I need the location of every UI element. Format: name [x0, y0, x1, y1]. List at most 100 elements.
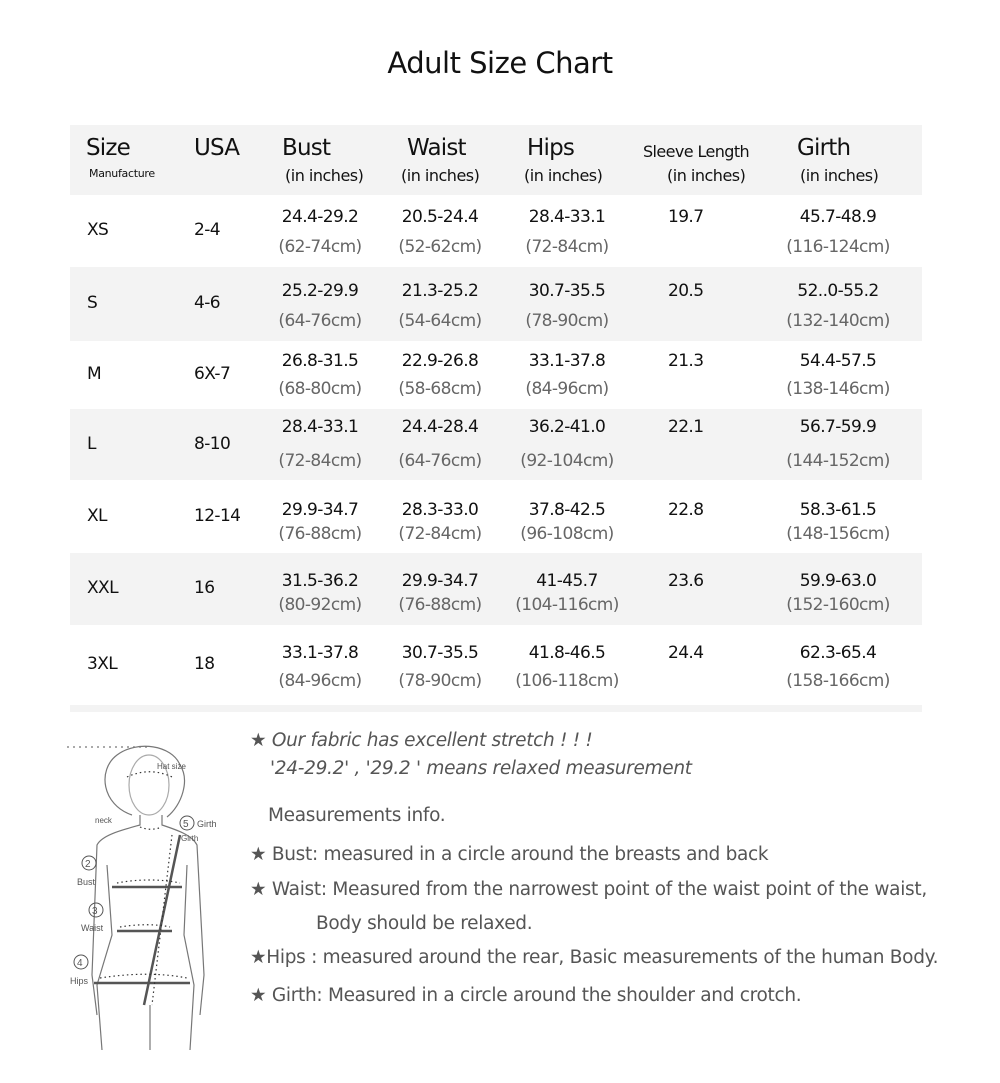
- hips-cm-cell: (84-96cm): [525, 379, 609, 399]
- table-row: 3XL 18 33.1-37.8 (84-96cm) 30.7-35.5 (78-90cm…: [70, 625, 922, 705]
- label-hips-number: 4: [77, 958, 83, 969]
- bust-cm-cell: (62-74cm): [278, 237, 362, 257]
- body-outline-illustration: Hat size neck 5 Girth Girth 2 Bust 3 Wai…: [67, 745, 217, 1051]
- bust-cm-cell: (76-88cm): [278, 524, 362, 544]
- hips-cell: 37.8-42.5: [528, 500, 606, 520]
- waist-cell: 30.7-35.5: [401, 643, 479, 663]
- waist-cm-cell: (64-76cm): [398, 451, 482, 471]
- hips-cm-cell: (92-104cm): [520, 451, 614, 471]
- bust-cm-cell: (80-92cm): [278, 595, 362, 615]
- label-hat-size: Hat size: [157, 762, 186, 771]
- waist-cell: 29.9-34.7: [401, 571, 479, 591]
- table-row: XXL 16 31.5-36.2 (80-92cm) 29.9-34.7 (76-88cm…: [70, 553, 922, 625]
- bust-cell: 24.4-29.2: [281, 207, 359, 227]
- usa-cell: 18: [194, 654, 215, 674]
- sleeve-cell: 21.3: [668, 351, 704, 371]
- sleeve-cell: 23.6: [668, 571, 704, 591]
- waist-cm-cell: (78-90cm): [398, 671, 482, 691]
- hips-cell: 33.1-37.8: [528, 351, 606, 371]
- usa-cell: 6X-7: [194, 364, 231, 384]
- note-girth: ★ Girth: Measured in a circle around the…: [250, 985, 802, 1006]
- note-stretch: ★ Our fabric has excellent stretch ! ! !: [250, 730, 593, 751]
- label-bust-number: 2: [85, 859, 91, 870]
- header-bust-unit: (in inches): [285, 166, 364, 185]
- hips-cell: 30.7-35.5: [528, 281, 606, 301]
- usa-cell: 16: [194, 578, 215, 598]
- girth-cell: 59.9-63.0: [799, 571, 877, 591]
- table-row: XL 12-14 29.9-34.7 (76-88cm) 28.3-33.0 (72-84…: [70, 480, 922, 553]
- header-girth: Girth: [797, 135, 851, 161]
- note-waist: ★ Waist: Measured from the narrowest poi…: [250, 879, 927, 900]
- size-cell: XS: [87, 220, 109, 240]
- waist-cell: 20.5-24.4: [401, 207, 479, 227]
- girth-cm-cell: (116-124cm): [786, 237, 890, 257]
- label-girth: Girth: [197, 819, 217, 829]
- girth-cm-cell: (148-156cm): [786, 524, 890, 544]
- label-waist: Waist: [81, 923, 104, 933]
- note-measurements-info: Measurements info.: [268, 805, 446, 826]
- header-girth-unit: (in inches): [800, 166, 879, 185]
- bust-cm-cell: (72-84cm): [278, 451, 362, 471]
- bust-cm-cell: (84-96cm): [278, 671, 362, 691]
- header-bust: Bust: [282, 135, 331, 161]
- bust-cell: 28.4-33.1: [281, 417, 359, 437]
- hips-cell: 28.4-33.1: [528, 207, 606, 227]
- hips-cm-cell: (72-84cm): [525, 237, 609, 257]
- note-waist-2: Body should be relaxed.: [316, 913, 533, 934]
- bust-cell: 29.9-34.7: [281, 500, 359, 520]
- label-neck: neck: [95, 816, 113, 825]
- sleeve-cell: 20.5: [668, 281, 704, 301]
- header-hips: Hips: [527, 135, 575, 161]
- bust-cell: 31.5-36.2: [281, 571, 359, 591]
- bust-cell: 26.8-31.5: [281, 351, 359, 371]
- header-waist-unit: (in inches): [401, 166, 480, 185]
- girth-cm-cell: (132-140cm): [786, 311, 890, 331]
- header-sleeve-unit: (in inches): [667, 166, 746, 185]
- waist-cm-cell: (52-62cm): [398, 237, 482, 257]
- girth-cell: 62.3-65.4: [799, 643, 877, 663]
- table-row: XS 2-4 24.4-29.2 (62-74cm) 20.5-24.4 (52-62cm…: [70, 195, 922, 267]
- size-cell: 3XL: [87, 654, 118, 674]
- label-girth-2: Girth: [181, 834, 198, 843]
- waist-cm-cell: (54-64cm): [398, 311, 482, 331]
- girth-cm-cell: (158-166cm): [786, 671, 890, 691]
- girth-cm-cell: (152-160cm): [786, 595, 890, 615]
- header-sleeve: Sleeve Length: [643, 142, 750, 161]
- sleeve-cell: 22.8: [668, 500, 704, 520]
- header-size-sub: Manufacture: [89, 167, 155, 180]
- bust-cm-cell: (68-80cm): [278, 379, 362, 399]
- header-hips-unit: (in inches): [524, 166, 603, 185]
- header-usa: USA: [194, 135, 240, 161]
- header-size: Size: [86, 135, 131, 161]
- usa-cell: 8-10: [194, 434, 231, 454]
- waist-cm-cell: (72-84cm): [398, 524, 482, 544]
- hips-cm-cell: (96-108cm): [520, 524, 614, 544]
- label-waist-number: 3: [92, 906, 98, 917]
- waist-cell: 28.3-33.0: [401, 500, 479, 520]
- body-measurement-figure: Hat size neck 5 Girth Girth 2 Bust 3 Wai…: [62, 735, 247, 1051]
- label-girth-number: 5: [183, 819, 189, 830]
- hips-cell: 36.2-41.0: [528, 417, 606, 437]
- note-bust: ★ Bust: measured in a circle around the …: [250, 844, 769, 865]
- girth-cell: 54.4-57.5: [799, 351, 877, 371]
- girth-cm-cell: (138-146cm): [786, 379, 890, 399]
- label-hips: Hips: [70, 976, 89, 986]
- page-title: Adult Size Chart: [387, 46, 613, 80]
- note-relaxed: '24-29.2' , '29.2 ' means relaxed measur…: [270, 758, 692, 779]
- hips-cm-cell: (104-116cm): [515, 595, 619, 615]
- girth-cm-cell: (144-152cm): [786, 451, 890, 471]
- hips-cm-cell: (78-90cm): [525, 311, 609, 331]
- usa-cell: 2-4: [194, 220, 221, 240]
- size-cell: XL: [87, 506, 108, 526]
- size-cell: L: [87, 434, 96, 454]
- size-cell: M: [87, 364, 102, 384]
- girth-cell: 52..0-55.2: [797, 281, 879, 301]
- waist-cell: 24.4-28.4: [401, 417, 479, 437]
- girth-cell: 45.7-48.9: [799, 207, 877, 227]
- usa-cell: 4-6: [194, 293, 221, 313]
- note-hips: ★Hips : measured around the rear, Basic …: [250, 947, 939, 968]
- sleeve-cell: 22.1: [668, 417, 704, 437]
- girth-cell: 58.3-61.5: [799, 500, 877, 520]
- bust-cell: 33.1-37.8: [281, 643, 359, 663]
- sleeve-cell: 24.4: [668, 643, 704, 663]
